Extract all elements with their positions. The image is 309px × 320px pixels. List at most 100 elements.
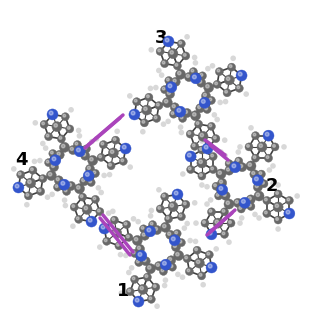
Circle shape — [235, 157, 243, 165]
Circle shape — [110, 216, 118, 224]
Circle shape — [266, 156, 269, 158]
Circle shape — [210, 63, 215, 68]
Circle shape — [37, 158, 43, 164]
Circle shape — [187, 269, 190, 272]
Circle shape — [202, 143, 213, 154]
Circle shape — [57, 152, 60, 155]
Circle shape — [175, 63, 178, 66]
Circle shape — [162, 87, 165, 90]
Circle shape — [235, 84, 243, 92]
Circle shape — [179, 41, 182, 44]
Circle shape — [188, 167, 191, 170]
Circle shape — [77, 133, 82, 139]
Circle shape — [211, 154, 214, 157]
Circle shape — [259, 144, 263, 148]
Circle shape — [199, 182, 205, 188]
Circle shape — [53, 183, 61, 191]
Circle shape — [193, 239, 198, 244]
Circle shape — [72, 205, 75, 207]
Circle shape — [84, 147, 87, 149]
Circle shape — [83, 145, 91, 153]
Circle shape — [253, 156, 256, 158]
Circle shape — [239, 197, 250, 208]
Circle shape — [281, 144, 287, 150]
Circle shape — [89, 180, 91, 183]
Circle shape — [248, 125, 254, 131]
Circle shape — [274, 190, 282, 198]
Circle shape — [273, 202, 283, 212]
Circle shape — [103, 237, 111, 245]
Circle shape — [44, 159, 53, 167]
Circle shape — [201, 92, 210, 100]
Circle shape — [261, 181, 265, 184]
Circle shape — [142, 233, 145, 236]
Circle shape — [177, 108, 181, 112]
Circle shape — [226, 201, 230, 204]
Circle shape — [38, 189, 41, 192]
Circle shape — [54, 124, 57, 127]
Circle shape — [28, 180, 31, 184]
Circle shape — [186, 130, 194, 138]
Circle shape — [61, 181, 65, 185]
Circle shape — [194, 258, 204, 268]
Circle shape — [48, 172, 52, 176]
Circle shape — [226, 239, 232, 245]
Circle shape — [191, 69, 194, 72]
Circle shape — [204, 145, 208, 149]
Circle shape — [179, 240, 182, 243]
Circle shape — [198, 146, 206, 154]
Circle shape — [156, 187, 162, 193]
Circle shape — [140, 231, 149, 240]
Circle shape — [134, 237, 138, 241]
Circle shape — [275, 182, 281, 188]
Circle shape — [84, 206, 87, 210]
Circle shape — [63, 188, 70, 196]
Circle shape — [159, 72, 164, 78]
Circle shape — [241, 199, 245, 203]
Circle shape — [213, 218, 223, 228]
Circle shape — [199, 138, 205, 144]
Circle shape — [225, 166, 234, 175]
Circle shape — [222, 137, 227, 143]
Circle shape — [237, 144, 243, 150]
Circle shape — [49, 163, 58, 172]
Circle shape — [149, 47, 154, 52]
Circle shape — [101, 172, 107, 178]
Circle shape — [131, 111, 135, 115]
Circle shape — [183, 53, 186, 56]
Circle shape — [225, 160, 233, 168]
Circle shape — [88, 218, 92, 222]
Circle shape — [197, 272, 205, 280]
Circle shape — [229, 65, 232, 68]
Circle shape — [183, 255, 191, 263]
Circle shape — [115, 242, 123, 250]
Circle shape — [155, 102, 163, 110]
Circle shape — [160, 222, 171, 232]
Circle shape — [193, 75, 196, 79]
Circle shape — [167, 78, 169, 81]
Circle shape — [276, 192, 278, 194]
Circle shape — [55, 150, 64, 159]
Circle shape — [128, 289, 130, 292]
Circle shape — [96, 208, 104, 216]
Circle shape — [265, 132, 269, 136]
Circle shape — [137, 246, 141, 249]
Circle shape — [190, 73, 201, 84]
Circle shape — [113, 138, 116, 140]
Circle shape — [259, 172, 262, 174]
Circle shape — [217, 100, 223, 105]
Circle shape — [178, 124, 183, 130]
Circle shape — [256, 193, 260, 196]
Circle shape — [167, 256, 176, 265]
Circle shape — [215, 192, 222, 200]
Circle shape — [275, 226, 281, 232]
Circle shape — [141, 257, 150, 266]
Circle shape — [32, 159, 37, 164]
Circle shape — [175, 272, 181, 277]
Circle shape — [59, 142, 70, 152]
Circle shape — [186, 74, 189, 77]
Circle shape — [166, 90, 175, 99]
Circle shape — [170, 265, 173, 268]
Circle shape — [237, 220, 243, 226]
Circle shape — [205, 107, 208, 110]
